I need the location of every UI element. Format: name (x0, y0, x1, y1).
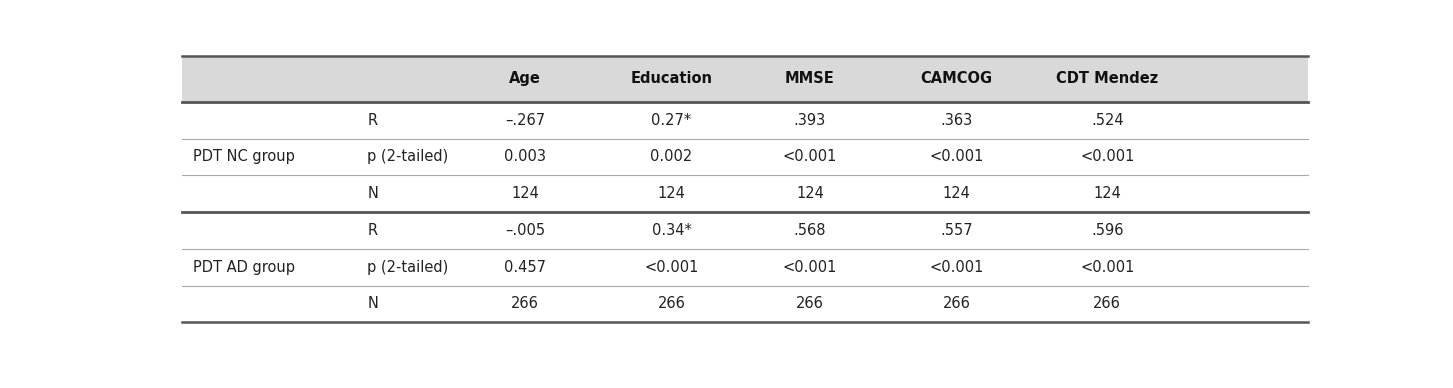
Text: <0.001: <0.001 (1080, 260, 1135, 275)
Text: p (2-tailed): p (2-tailed) (368, 149, 449, 165)
Text: .393: .393 (793, 113, 827, 128)
Text: 0.34*: 0.34* (651, 223, 692, 238)
Text: Education: Education (631, 71, 712, 86)
Text: <0.001: <0.001 (783, 149, 837, 165)
Text: 124: 124 (796, 186, 824, 201)
Text: <0.001: <0.001 (928, 260, 984, 275)
Text: 0.27*: 0.27* (651, 113, 692, 128)
Text: <0.001: <0.001 (783, 260, 837, 275)
Text: <0.001: <0.001 (928, 149, 984, 165)
Text: 266: 266 (796, 296, 824, 312)
Text: 0.002: 0.002 (651, 149, 693, 165)
Text: MMSE: MMSE (785, 71, 835, 86)
Text: PDT NC group: PDT NC group (193, 149, 295, 165)
Text: <0.001: <0.001 (644, 260, 699, 275)
Text: p (2-tailed): p (2-tailed) (368, 260, 449, 275)
Text: .557: .557 (940, 223, 972, 238)
Text: –.267: –.267 (506, 113, 545, 128)
Text: 266: 266 (511, 296, 539, 312)
Text: N: N (368, 296, 378, 312)
Text: 266: 266 (1093, 296, 1122, 312)
Text: CDT Mendez: CDT Mendez (1056, 71, 1158, 86)
Text: Age: Age (509, 71, 541, 86)
Text: CAMCOG: CAMCOG (920, 71, 992, 86)
Text: .596: .596 (1091, 223, 1123, 238)
Text: 124: 124 (1093, 186, 1122, 201)
Text: 0.003: 0.003 (504, 149, 546, 165)
Text: .363: .363 (940, 113, 972, 128)
Text: PDT AD group: PDT AD group (193, 260, 295, 275)
Text: –.005: –.005 (506, 223, 545, 238)
Text: N: N (368, 186, 378, 201)
Text: 124: 124 (511, 186, 539, 201)
Text: .568: .568 (793, 223, 827, 238)
Text: <0.001: <0.001 (1080, 149, 1135, 165)
Text: 266: 266 (943, 296, 971, 312)
Text: R: R (368, 113, 378, 128)
Text: .524: .524 (1091, 113, 1123, 128)
Text: R: R (368, 223, 378, 238)
Text: 266: 266 (658, 296, 686, 312)
Text: 124: 124 (658, 186, 686, 201)
Text: 124: 124 (943, 186, 971, 201)
Text: 0.457: 0.457 (504, 260, 546, 275)
Bar (182, 55, 1308, 102)
